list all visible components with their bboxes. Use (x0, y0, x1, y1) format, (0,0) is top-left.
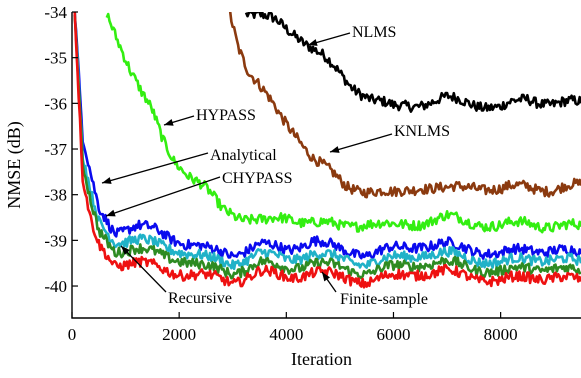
x-tick-label: 4000 (269, 325, 303, 344)
annotation-recursive: Recursive (120, 245, 232, 307)
annotation-arrowhead (106, 209, 116, 217)
x-tick-label: 6000 (376, 325, 410, 344)
annotation-arrow (329, 133, 393, 153)
annotation-arrowhead (322, 272, 331, 282)
annotation-arrowhead (164, 119, 174, 126)
annotation-text: NLMS (352, 24, 396, 41)
series-line-curve-3 (73, 14, 581, 260)
x-tick-label: 8000 (484, 325, 518, 344)
y-tick-label: -37 (44, 140, 67, 159)
annotation-finite-sample: Finite-sample (321, 271, 428, 308)
annotation-text: HYPASS (196, 107, 256, 124)
series-line-curve-4 (73, 12, 581, 271)
annotation-text: Finite-sample (340, 291, 428, 308)
annotation-text: CHYPASS (222, 170, 293, 187)
y-tick-label: -36 (44, 94, 67, 113)
y-tick-label: -40 (44, 277, 67, 296)
annotation-layer: NLMS KNLMS HYPASS Analytical CHYPASS Recursiv… (101, 24, 450, 308)
annotation-analytical: Analytical (101, 147, 277, 184)
annotation-arrowhead (102, 177, 112, 184)
annotation-arrow (105, 176, 221, 217)
series-line-knlms (228, 12, 581, 199)
annotation-arrow (101, 152, 209, 184)
annotation-hypass: HYPASS (163, 107, 256, 126)
series-line-curve-5 (73, 15, 581, 280)
series-layer (73, 12, 581, 289)
annotation-text: Recursive (168, 290, 232, 307)
y-tick-label: -34 (44, 3, 67, 22)
annotation-arrowhead (121, 246, 130, 255)
y-tick-label: -39 (44, 231, 67, 250)
annotation-chypass: CHYPASS (105, 170, 293, 217)
series-line-nlms (244, 12, 581, 113)
annotation-text: Analytical (210, 147, 277, 164)
annotation-nlms: NLMS (307, 24, 396, 46)
x-axis-label: Iteration (291, 349, 352, 369)
annotation-text: KNLMS (394, 123, 450, 140)
annotation-arrowhead (330, 146, 340, 153)
series-line-hypass (105, 12, 581, 234)
axes-layer: 0 2000 4000 6000 8000 -34 -35 -36 -37 -38 -39 -40 It… (4, 3, 581, 369)
y-axis-label: NMSE (dB) (4, 121, 25, 209)
y-tick-label: -35 (44, 49, 67, 68)
y-tick-label: -38 (44, 186, 67, 205)
annotation-arrowhead (308, 39, 318, 46)
series-line-curve-6 (73, 12, 581, 289)
annotation-arrow (120, 245, 167, 293)
annotation-knlms: KNLMS (329, 123, 450, 153)
x-tick-label: 0 (68, 325, 77, 344)
x-tick-label: 2000 (162, 325, 196, 344)
